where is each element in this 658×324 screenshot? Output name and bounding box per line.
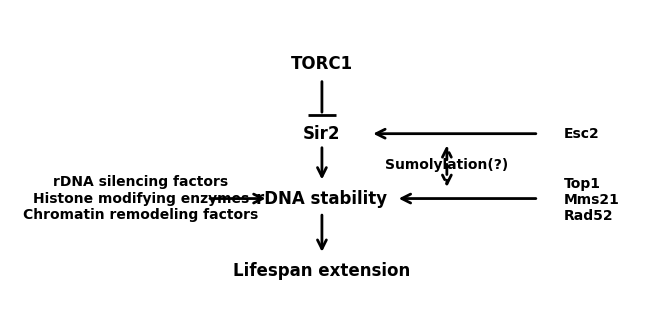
Text: rDNA silencing factors
Histone modifying enzymes
Chromatin remodeling factors: rDNA silencing factors Histone modifying… xyxy=(23,175,259,222)
Text: Lifespan extension: Lifespan extension xyxy=(234,262,411,280)
Text: Top1
Mms21
Rad52: Top1 Mms21 Rad52 xyxy=(564,177,620,223)
Text: Sumolylation(?): Sumolylation(?) xyxy=(385,158,509,172)
Text: Esc2: Esc2 xyxy=(564,127,600,141)
Text: rDNA stability: rDNA stability xyxy=(257,190,388,208)
Text: TORC1: TORC1 xyxy=(291,55,353,73)
Text: Sir2: Sir2 xyxy=(303,125,341,143)
